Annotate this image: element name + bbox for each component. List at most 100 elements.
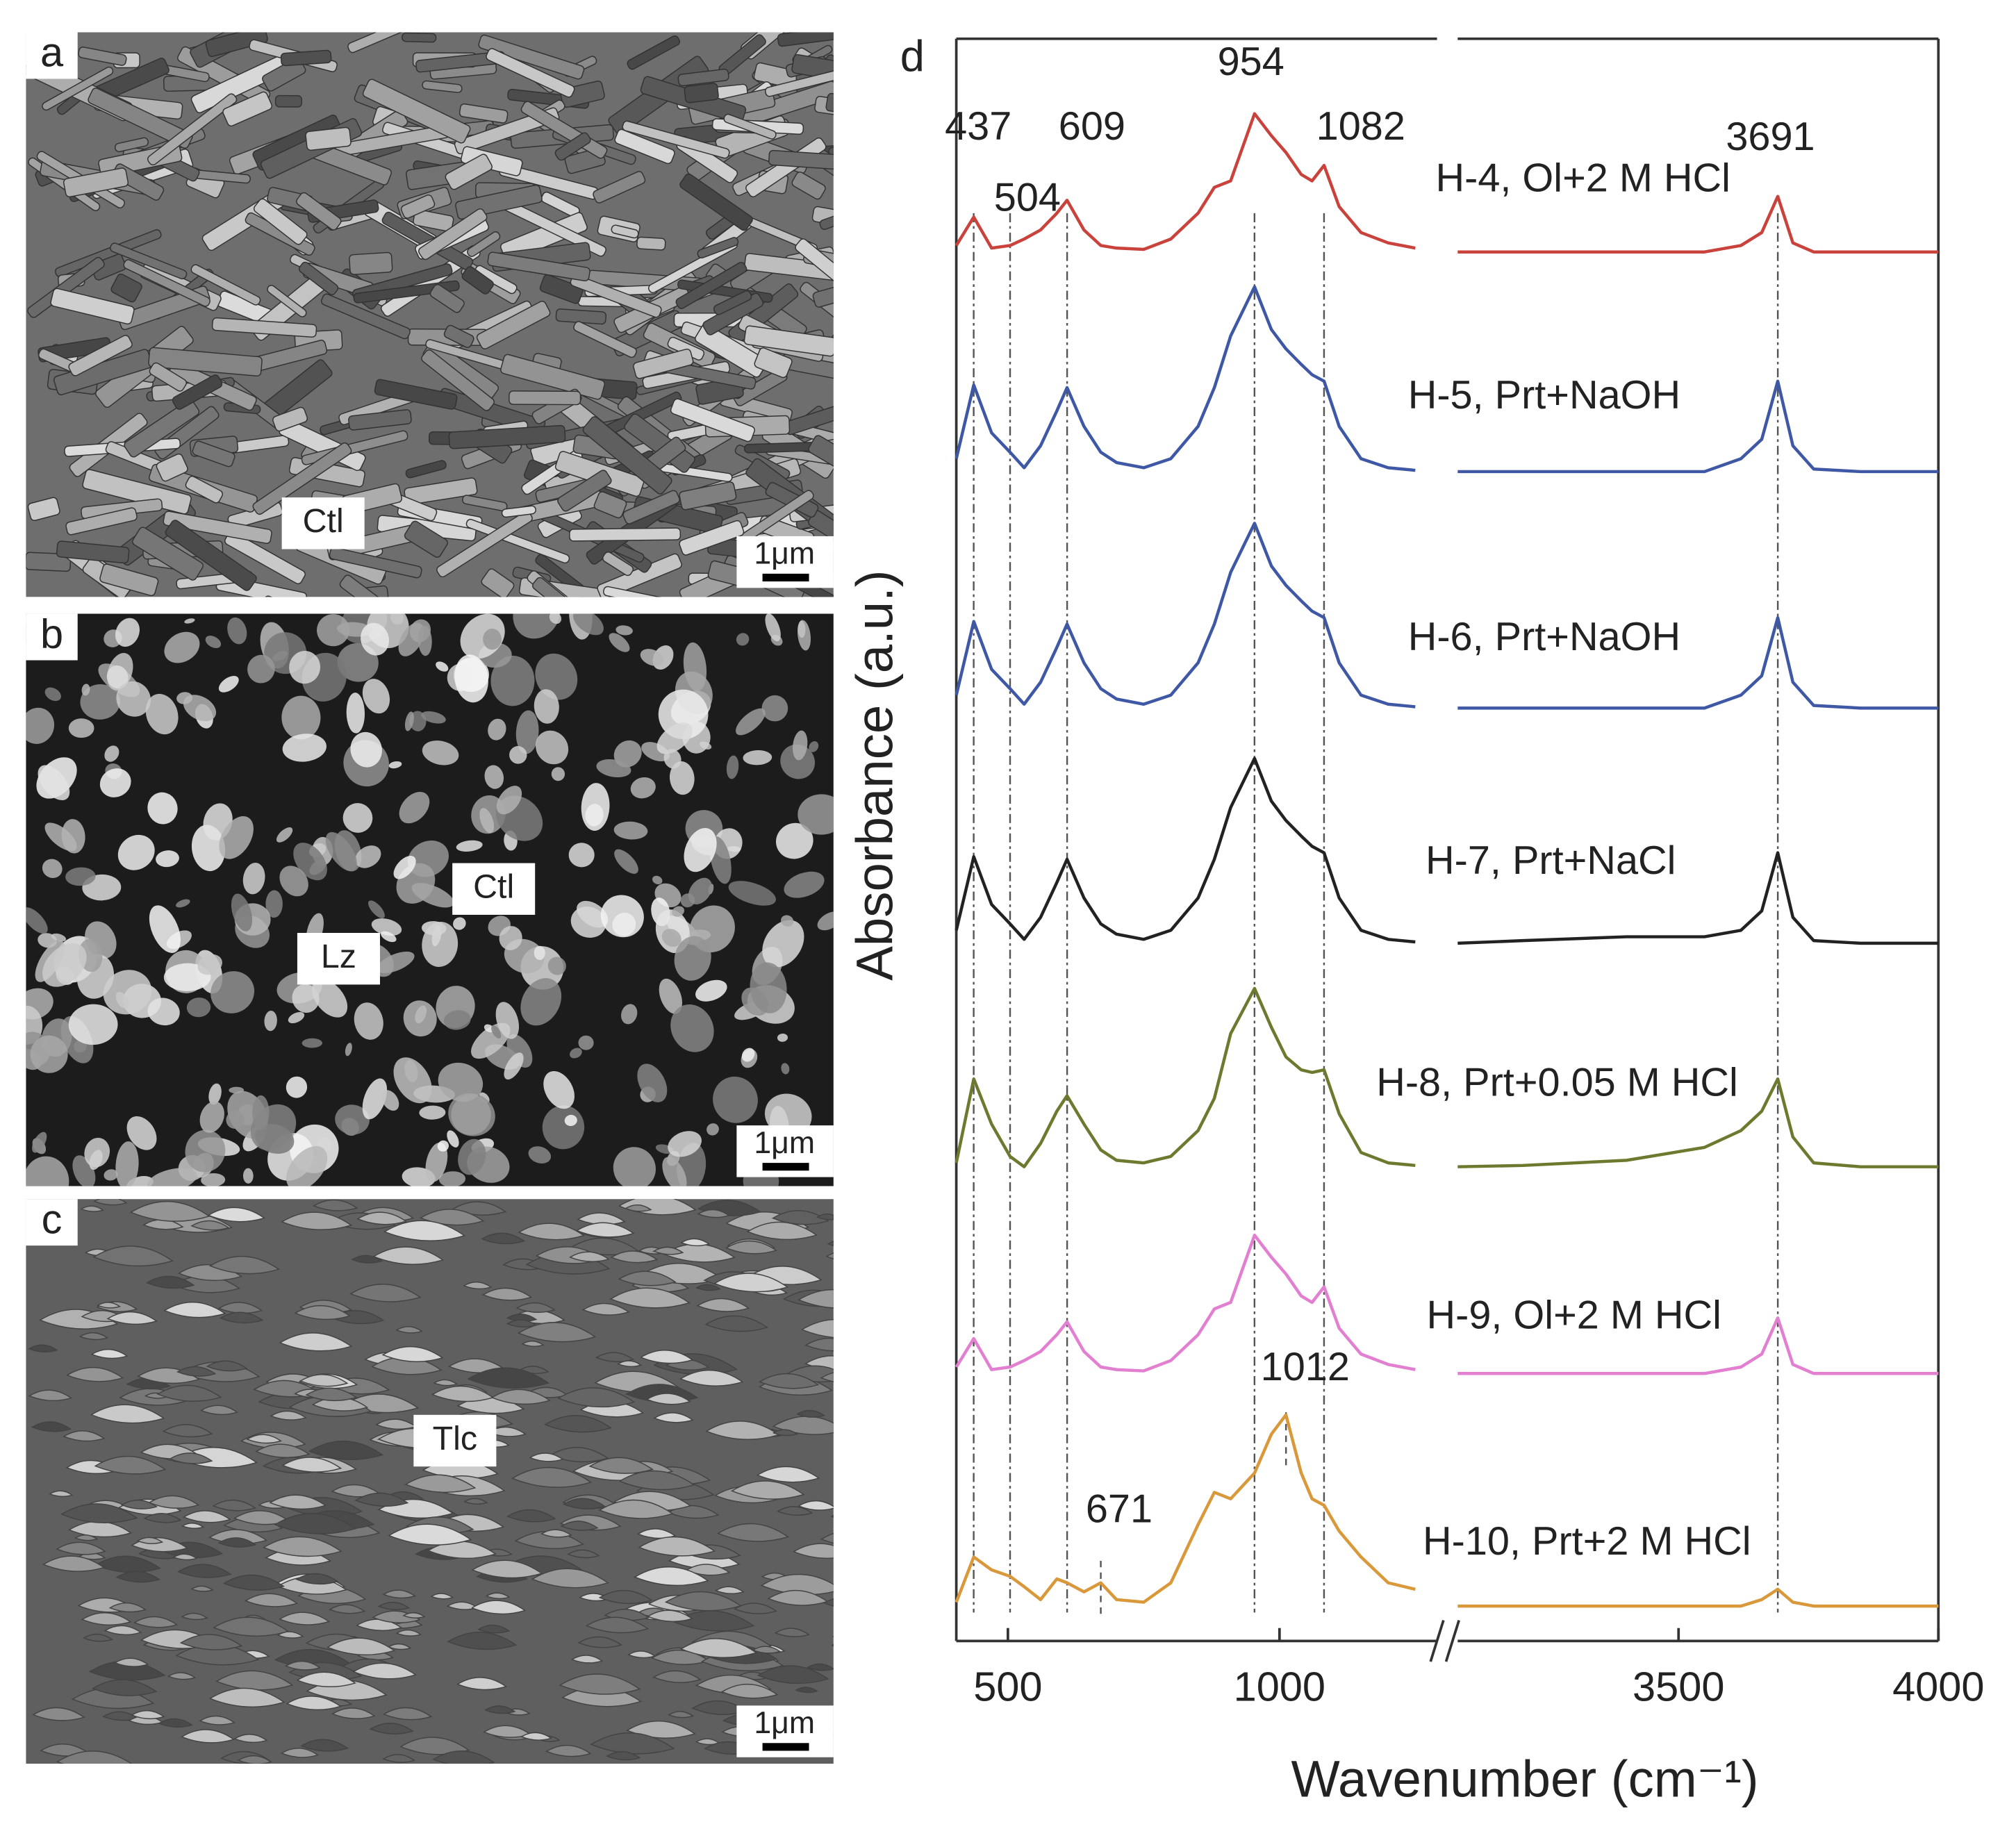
sem-texture <box>90 1404 165 1424</box>
peak-label: 1012 <box>1261 1345 1350 1389</box>
sem-texture <box>181 1612 208 1621</box>
sem-texture <box>545 1744 592 1757</box>
sem-texture <box>520 1732 553 1741</box>
sem-texture <box>350 731 382 768</box>
peak-label: 671 <box>1086 1487 1152 1532</box>
sem-texture <box>80 1205 104 1212</box>
sem-texture <box>652 1670 702 1684</box>
sem-texture <box>162 1424 213 1438</box>
sem-texture <box>182 1510 231 1523</box>
sem-texture <box>765 613 781 642</box>
sem-texture <box>562 1498 606 1509</box>
sem-texture <box>99 768 131 797</box>
sem-texture <box>429 283 465 313</box>
sem-texture <box>180 1729 236 1744</box>
sem-texture <box>713 1076 758 1123</box>
sem-texture <box>68 718 94 738</box>
sem-texture <box>399 792 430 824</box>
sem-texture <box>226 1110 245 1129</box>
sem-texture <box>736 708 766 736</box>
sem-texture <box>614 849 638 874</box>
scale-bar <box>762 1743 809 1751</box>
sem-texture <box>487 1426 527 1437</box>
sem-texture <box>609 1287 691 1309</box>
sem-texture <box>569 1251 610 1262</box>
sem-texture <box>185 1129 226 1173</box>
sem-texture <box>97 1302 122 1309</box>
sem-texture <box>402 32 437 43</box>
sem-texture <box>242 863 265 895</box>
sem-texture <box>487 251 590 282</box>
sem-texture <box>63 167 129 198</box>
sem-texture <box>56 1750 133 1764</box>
sem-texture <box>213 1616 290 1637</box>
x-tick-label: 1000 <box>1234 1664 1325 1710</box>
sem-texture <box>646 1609 693 1623</box>
sem-texture <box>142 1218 184 1230</box>
sem-texture <box>618 1270 677 1286</box>
series-label: H-8, Prt+0.05 M HCl <box>1376 1061 1738 1105</box>
y-axis-title: Absorbance (a.u.) <box>846 570 904 980</box>
sem-texture <box>179 1634 243 1650</box>
sem-texture <box>585 1616 650 1634</box>
sem-texture <box>609 633 630 652</box>
sem-texture <box>490 655 535 706</box>
sem-texture <box>361 622 390 656</box>
sem-texture <box>547 957 566 975</box>
sem-texture <box>422 740 459 765</box>
series-label: H-6, Prt+NaOH <box>1408 615 1680 659</box>
sem-texture <box>540 1529 572 1538</box>
series-label: H-4, Ol+2 M HCl <box>1436 156 1730 201</box>
sem-texture <box>458 1139 486 1175</box>
sem-texture <box>438 1171 466 1186</box>
sem-texture <box>104 1625 142 1636</box>
sem-texture <box>278 1612 331 1625</box>
sem-texture <box>123 259 210 307</box>
sem-texture <box>463 1498 488 1505</box>
sem-texture <box>78 47 127 66</box>
sem-texture <box>265 890 283 918</box>
sem-texture <box>44 822 77 852</box>
sem-texture <box>777 1033 788 1042</box>
sem-texture <box>255 1443 311 1459</box>
x-tick-label: 500 <box>973 1664 1042 1710</box>
sem-texture <box>777 1506 813 1516</box>
sem-texture <box>335 1104 370 1135</box>
sem-texture <box>382 1754 416 1763</box>
sem-texture <box>556 1387 636 1408</box>
sem-texture <box>274 1513 357 1534</box>
sem-texture <box>227 617 247 645</box>
sem-texture <box>65 867 96 886</box>
sem-texture <box>286 1076 308 1098</box>
sem-texture <box>342 803 373 833</box>
sem-texture <box>205 636 222 649</box>
sem-texture <box>393 855 416 879</box>
sem-texture <box>733 1603 777 1614</box>
sem-texture <box>156 453 188 482</box>
sem-texture <box>190 1220 230 1231</box>
sem-texture <box>696 1298 750 1312</box>
sem-texture <box>634 1566 709 1587</box>
sem-texture <box>633 348 694 379</box>
sem-texture <box>413 209 454 232</box>
sem-texture <box>791 171 826 200</box>
sem-texture <box>313 1199 358 1211</box>
sem-texture <box>404 520 448 558</box>
sem-texture <box>695 1284 721 1291</box>
spectrum-line <box>1457 615 1939 710</box>
sem-texture <box>339 574 381 597</box>
sem-texture <box>659 978 683 1014</box>
peak-label: 609 <box>1059 104 1125 149</box>
spectrum-line <box>955 1234 1416 1373</box>
panel-label: d <box>900 32 925 81</box>
sem-texture <box>405 460 447 479</box>
sem-texture <box>92 1679 158 1696</box>
sem-texture <box>645 1393 691 1405</box>
sem-texture <box>217 1537 257 1548</box>
sem-texture <box>208 1255 280 1275</box>
sem-texture <box>611 224 639 239</box>
sem-texture <box>148 1495 200 1509</box>
sem-texture <box>569 527 681 542</box>
sem-texture <box>294 1305 352 1320</box>
spectrum-line <box>955 986 1416 1168</box>
